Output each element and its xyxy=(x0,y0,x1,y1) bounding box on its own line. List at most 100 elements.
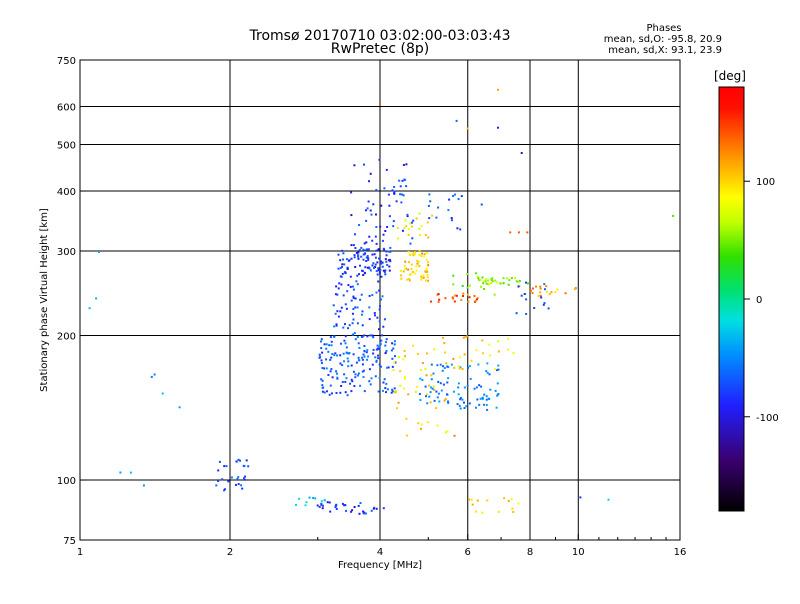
data-point xyxy=(367,200,370,203)
data-point xyxy=(542,303,545,306)
data-point xyxy=(362,248,365,251)
data-point xyxy=(323,367,325,370)
data-point xyxy=(413,272,416,275)
data-point xyxy=(426,276,429,279)
data-point xyxy=(494,279,497,282)
data-point xyxy=(340,306,343,309)
data-point xyxy=(363,271,366,274)
data-point xyxy=(352,295,355,298)
y-axis-label: Stationary phase Virtual Height [km] xyxy=(39,208,50,392)
data-point xyxy=(353,256,356,259)
data-point xyxy=(371,334,374,337)
data-point xyxy=(408,278,411,281)
data-point xyxy=(239,459,242,462)
data-point xyxy=(371,294,374,297)
data-point xyxy=(463,386,466,389)
data-point xyxy=(404,260,407,263)
data-point xyxy=(308,496,311,499)
data-point xyxy=(374,263,377,266)
data-point xyxy=(399,370,402,373)
data-point xyxy=(335,285,338,288)
data-point xyxy=(408,261,410,264)
data-point xyxy=(230,476,233,479)
data-point xyxy=(378,347,381,350)
data-point xyxy=(329,370,332,373)
data-point xyxy=(365,351,368,354)
data-point xyxy=(486,408,489,411)
data-point xyxy=(428,217,431,220)
data-point xyxy=(529,289,532,292)
data-point xyxy=(372,507,375,510)
data-point xyxy=(331,376,334,379)
data-point xyxy=(380,365,382,368)
data-point xyxy=(375,507,378,510)
data-point xyxy=(441,369,444,372)
data-point xyxy=(427,264,430,267)
data-point xyxy=(426,352,429,355)
x-tick-label: 2 xyxy=(227,547,233,558)
data-point xyxy=(391,388,394,391)
data-point xyxy=(435,390,438,393)
data-point xyxy=(347,259,350,262)
data-point xyxy=(423,253,426,256)
data-point xyxy=(370,509,373,512)
data-point xyxy=(335,504,338,507)
data-point xyxy=(353,332,356,335)
x-tick-label: 10 xyxy=(572,547,585,558)
data-point xyxy=(478,403,481,406)
data-point xyxy=(406,215,409,218)
data-point xyxy=(387,366,390,369)
data-point xyxy=(408,228,410,231)
data-point xyxy=(380,204,383,207)
data-point xyxy=(385,260,388,263)
data-point xyxy=(363,345,366,347)
data-point xyxy=(345,377,348,380)
data-point xyxy=(364,512,367,515)
data-point xyxy=(401,193,404,196)
data-point xyxy=(368,294,371,297)
data-point xyxy=(363,355,366,358)
data-point xyxy=(488,398,491,400)
data-point xyxy=(455,119,458,122)
data-point xyxy=(395,200,398,203)
data-point xyxy=(385,168,388,171)
data-point xyxy=(506,277,509,280)
data-point xyxy=(348,324,351,327)
data-point xyxy=(359,384,362,387)
data-point xyxy=(424,368,427,371)
data-point xyxy=(340,385,343,387)
data-point xyxy=(461,398,464,401)
data-point xyxy=(368,380,371,383)
data-point xyxy=(457,386,460,389)
data-point xyxy=(436,396,439,399)
data-point xyxy=(385,382,388,385)
data-point xyxy=(430,374,433,377)
colorbar-ticks: 100 0 -100 xyxy=(744,177,779,424)
data-point xyxy=(393,387,396,390)
data-point xyxy=(485,395,488,398)
data-point xyxy=(378,328,380,331)
data-point xyxy=(403,227,406,230)
data-point xyxy=(385,250,388,253)
data-point xyxy=(403,265,406,268)
data-point xyxy=(447,400,449,403)
data-point xyxy=(386,366,389,369)
data-point xyxy=(404,267,407,270)
data-point xyxy=(496,369,498,372)
data-point xyxy=(388,215,391,218)
data-point xyxy=(398,179,401,182)
data-point xyxy=(330,356,333,359)
gridlines xyxy=(80,60,680,540)
data-point xyxy=(362,376,365,379)
data-point xyxy=(393,192,395,195)
data-point xyxy=(356,274,359,277)
data-point xyxy=(358,346,361,349)
data-point xyxy=(360,313,363,316)
data-point xyxy=(357,251,360,254)
data-point xyxy=(223,489,225,492)
data-point xyxy=(382,325,385,328)
data-point xyxy=(523,293,526,295)
data-point xyxy=(389,246,392,249)
data-point xyxy=(429,391,432,394)
